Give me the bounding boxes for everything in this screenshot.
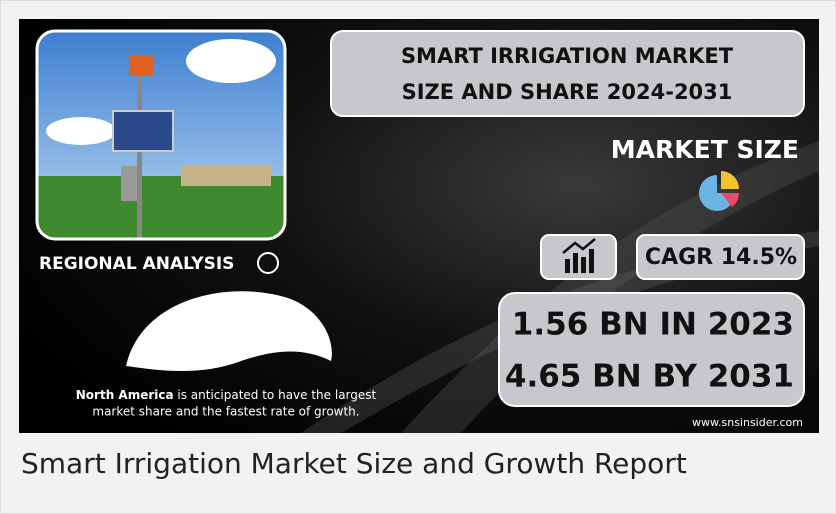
page: SMART IRRIGATION MARKET SIZE AND SHARE 2… [0, 0, 836, 514]
title-line: SMART IRRIGATION MARKET [401, 44, 734, 68]
value-line: 4.65 BN BY 2031 [505, 359, 794, 395]
note-line: market share and the fastest rate of gro… [92, 405, 359, 419]
value-line: 1.56 BN IN 2023 [512, 307, 794, 343]
note-line: North America is anticipated to have the… [76, 388, 377, 402]
photo [37, 31, 285, 239]
note-text: is anticipated to have the largest [174, 388, 377, 402]
market-size-label: MARKET SIZE [611, 135, 799, 164]
caption: Smart Irrigation Market Size and Growth … [21, 447, 687, 480]
website: www.snsinsider.com [692, 416, 803, 429]
regional-label: REGIONAL ANALYSIS [39, 254, 234, 274]
title-line: SIZE AND SHARE 2024-2031 [402, 80, 733, 104]
infographic: SMART IRRIGATION MARKET SIZE AND SHARE 2… [1, 1, 836, 441]
chart-icon-box [541, 235, 616, 279]
note-region: North America [76, 388, 174, 402]
cagr: CAGR 14.5% [645, 245, 797, 270]
